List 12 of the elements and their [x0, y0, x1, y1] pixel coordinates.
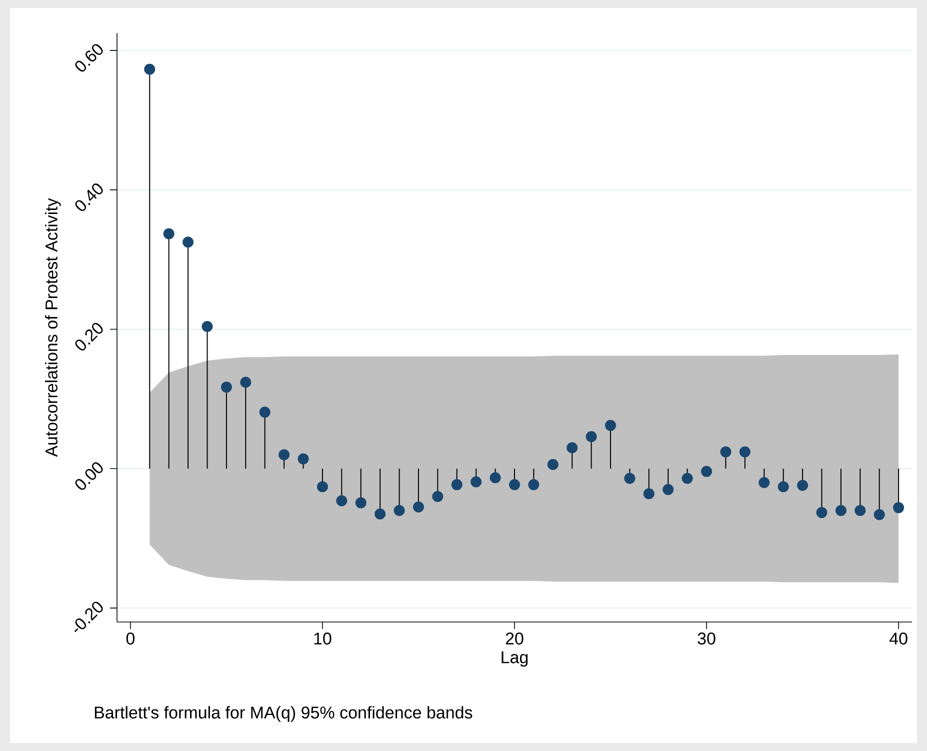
x-tick-label: 40 — [889, 632, 908, 645]
x-tick-label: 0 — [126, 632, 135, 645]
text: Bartlett's formula for MA(q) 95% confidence bands — [94, 706, 472, 722]
y-tick-label: 0.20 — [75, 322, 103, 350]
x-tick-label: 30 — [698, 632, 716, 645]
y-tick-label: 0.00 — [75, 462, 103, 490]
y-tick-label: 0.40 — [75, 183, 103, 212]
x-tick-label: 10 — [314, 632, 332, 645]
x-axis-title: Lag — [502, 651, 528, 667]
y-tick-label: 0.60 — [75, 44, 103, 72]
y-axis-title: Autocorrelations of Protest Activity — [45, 198, 61, 457]
x-tick-label: 20 — [506, 632, 524, 645]
